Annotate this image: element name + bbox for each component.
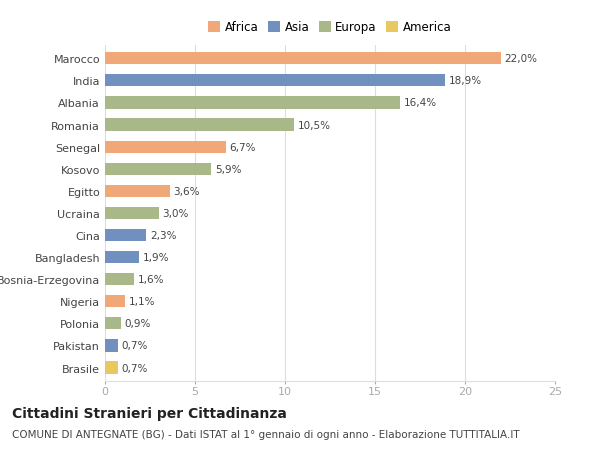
Bar [105, 119, 294, 131]
Text: 16,4%: 16,4% [404, 98, 437, 108]
Bar [105, 296, 125, 308]
Bar [105, 362, 118, 374]
Text: 1,1%: 1,1% [128, 297, 155, 307]
Text: 1,9%: 1,9% [143, 252, 169, 263]
Text: 18,9%: 18,9% [449, 76, 482, 86]
Bar [105, 230, 146, 241]
Text: 2,3%: 2,3% [150, 230, 176, 241]
Text: 1,6%: 1,6% [137, 274, 164, 285]
Bar [105, 207, 159, 219]
Text: Cittadini Stranieri per Cittadinanza: Cittadini Stranieri per Cittadinanza [12, 406, 287, 420]
Text: 6,7%: 6,7% [229, 142, 256, 152]
Text: 0,7%: 0,7% [121, 363, 148, 373]
Text: 0,7%: 0,7% [121, 341, 148, 351]
Bar [105, 274, 134, 285]
Text: 22,0%: 22,0% [505, 54, 538, 64]
Bar [105, 97, 400, 109]
Bar [105, 318, 121, 330]
Bar [105, 53, 501, 65]
Text: COMUNE DI ANTEGNATE (BG) - Dati ISTAT al 1° gennaio di ogni anno - Elaborazione : COMUNE DI ANTEGNATE (BG) - Dati ISTAT al… [12, 429, 520, 439]
Bar [105, 252, 139, 263]
Bar [105, 185, 170, 197]
Text: 3,6%: 3,6% [173, 186, 200, 196]
Text: 3,0%: 3,0% [163, 208, 189, 218]
Bar [105, 75, 445, 87]
Text: 10,5%: 10,5% [298, 120, 331, 130]
Bar [105, 141, 226, 153]
Text: 0,9%: 0,9% [125, 319, 151, 329]
Text: 5,9%: 5,9% [215, 164, 241, 174]
Legend: Africa, Asia, Europa, America: Africa, Asia, Europa, America [206, 19, 454, 37]
Bar [105, 340, 118, 352]
Bar [105, 163, 211, 175]
